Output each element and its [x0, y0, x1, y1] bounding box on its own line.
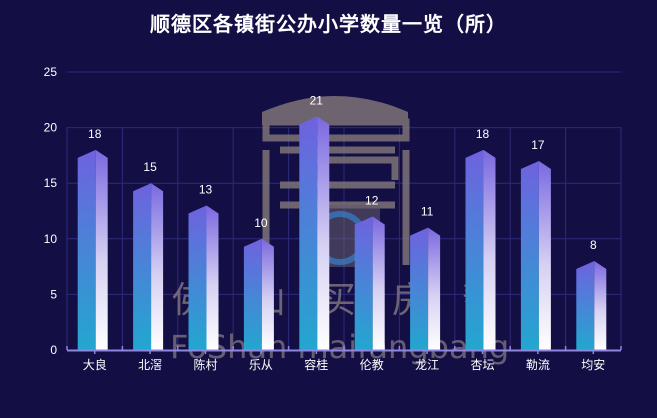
x-tick-label: 大良	[83, 357, 107, 372]
bar-杏坛[interactable]: 18	[465, 127, 496, 350]
x-tick-label: 杏坛	[470, 358, 494, 372]
bar-value-label: 10	[254, 216, 268, 230]
bar-value-label: 15	[143, 160, 157, 174]
x-tick-label: 容桂	[304, 357, 328, 372]
bar-伦教[interactable]: 12	[354, 194, 385, 350]
y-tick-label: 25	[44, 65, 58, 79]
x-tick-label: 均安	[581, 357, 605, 372]
x-tick-label: 勒流	[526, 358, 550, 372]
y-tick-label: 15	[44, 176, 58, 190]
bar-value-label: 21	[310, 93, 324, 107]
bars: 18 15 13 10 21 12 11 18 17 8	[77, 93, 607, 350]
bar-value-label: 11	[421, 205, 434, 219]
x-tick-label: 龙江	[415, 358, 439, 372]
watermark-english: FoShan maifangbang	[170, 328, 509, 366]
x-tick-label: 陈村	[193, 357, 217, 372]
bar-value-label: 17	[531, 138, 545, 152]
watermark: 佛山买房帮 FoShan maifangbang	[170, 96, 509, 366]
bar-value-label: 8	[590, 238, 597, 252]
bar-大良[interactable]: 18	[77, 127, 108, 350]
bar-value-label: 12	[365, 194, 379, 208]
bar-龙江[interactable]: 11	[410, 205, 441, 350]
x-tick-label: 北滘	[138, 358, 162, 372]
chart-title: 顺德区各镇街公办小学数量一览（所）	[150, 12, 507, 36]
axes: 大良 北滘 陈村 乐从 容桂 伦教 龙江 杏坛 勒流 均安	[66, 346, 622, 372]
y-tick-label: 5	[50, 287, 57, 301]
house-logo-icon	[262, 96, 410, 267]
y-tick-label: 0	[50, 343, 57, 357]
y-tick-label: 20	[44, 121, 58, 135]
bar-value-label: 13	[199, 182, 213, 196]
bar-乐从[interactable]: 10	[243, 216, 274, 350]
bar-value-label: 18	[476, 127, 490, 141]
x-tick-label: 乐从	[249, 358, 273, 372]
bar-陈村[interactable]: 13	[188, 182, 219, 350]
bar-均安[interactable]: 8	[576, 238, 607, 350]
bar-北滘[interactable]: 15	[133, 160, 164, 350]
y-tick-label: 10	[44, 232, 58, 246]
x-tick-label: 伦教	[360, 357, 384, 372]
bar-勒流[interactable]: 17	[520, 138, 551, 350]
bar-容桂[interactable]: 21	[299, 93, 330, 350]
bar-value-label: 18	[88, 127, 102, 141]
